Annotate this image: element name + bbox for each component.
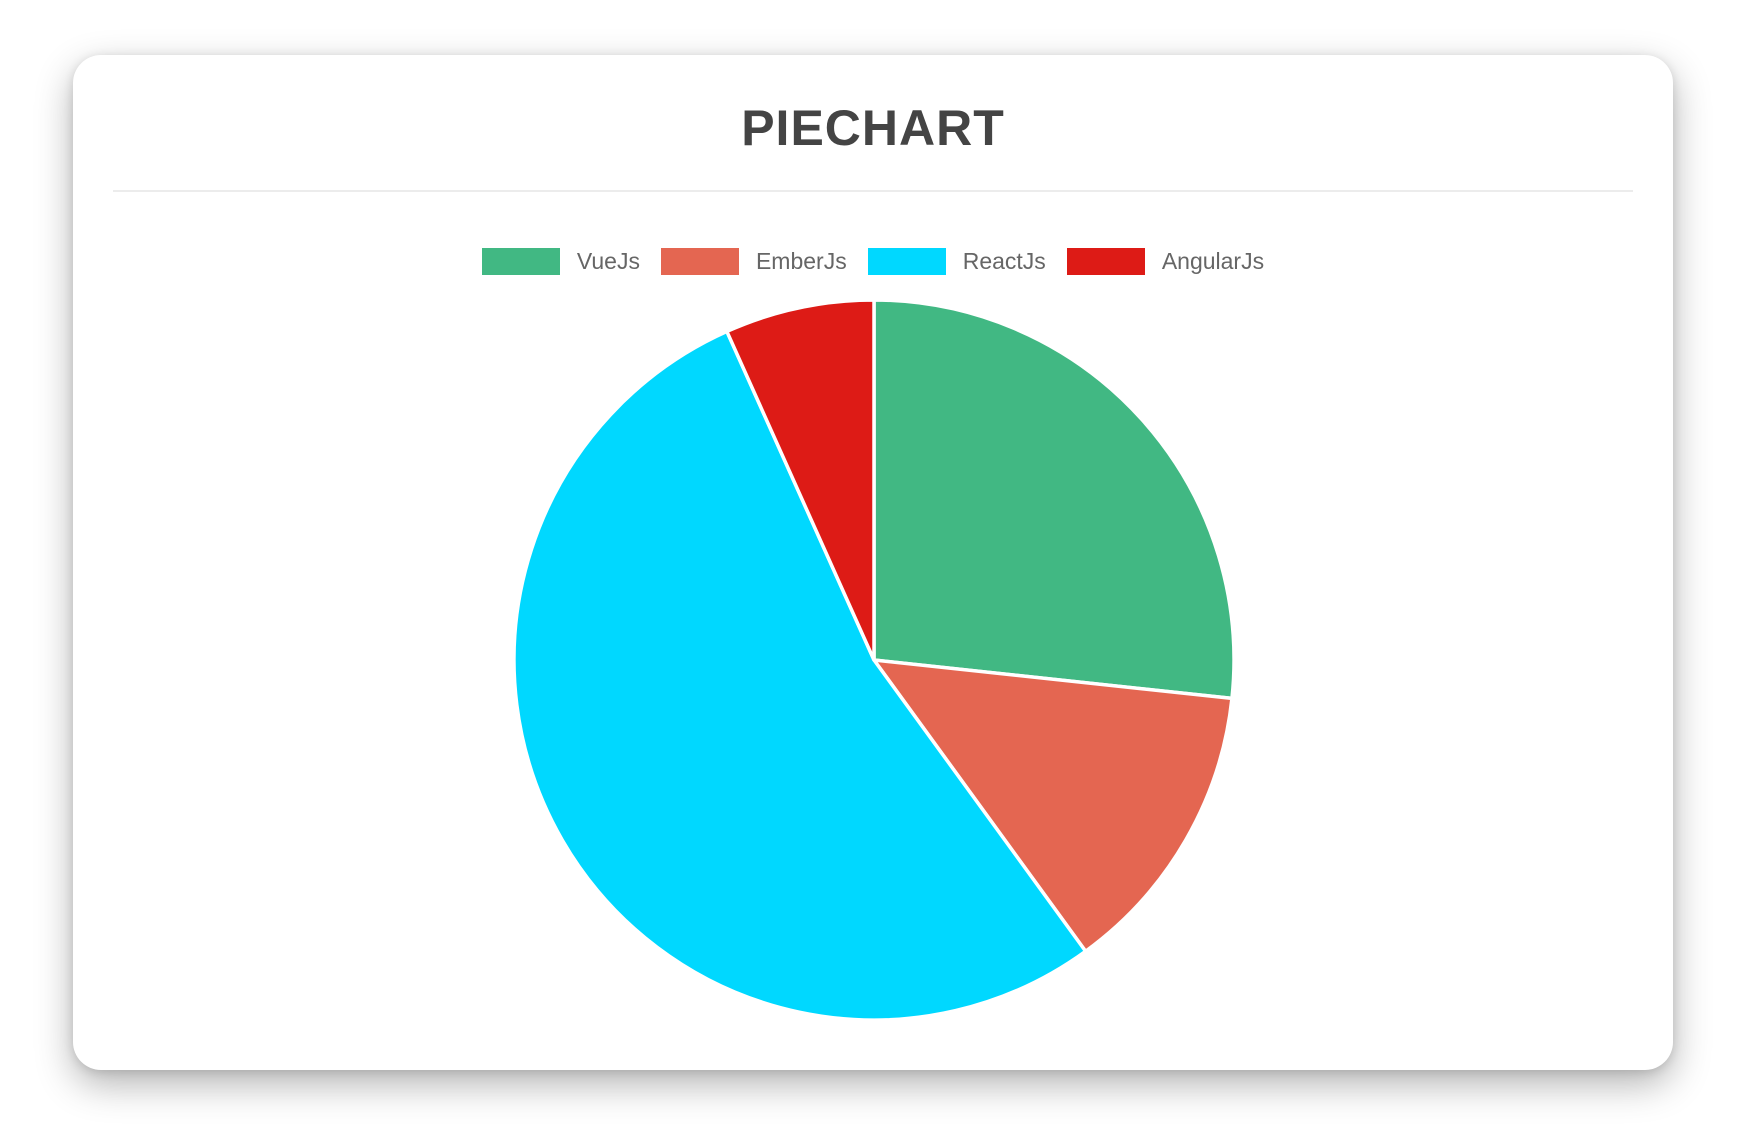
legend-label-vuejs: VueJs: [576, 248, 640, 274]
title-divider: [113, 190, 1633, 192]
legend-swatch-angularjs: [1066, 248, 1145, 275]
legend-swatch-vuejs: [481, 248, 560, 275]
legend-item-vuejs[interactable]: VueJs: [481, 248, 640, 275]
legend-label-emberjs: EmberJs: [755, 248, 847, 274]
pie-slice-angularjs[interactable]: [725, 298, 876, 662]
pie-slice-reactjs[interactable]: [512, 329, 1088, 1022]
legend-swatch-reactjs: [867, 248, 946, 275]
chart-card: PIECHART VueJs EmberJs ReactJs AngularJs: [73, 55, 1673, 1070]
pie-slice-emberjs[interactable]: [872, 658, 1234, 953]
legend: VueJs EmberJs ReactJs AngularJs: [73, 248, 1673, 275]
legend-label-angularjs: AngularJs: [1161, 248, 1265, 274]
legend-item-reactjs[interactable]: ReactJs: [867, 248, 1046, 275]
legend-label-reactjs: ReactJs: [962, 248, 1046, 274]
legend-swatch-emberjs: [660, 248, 739, 275]
legend-item-emberjs[interactable]: EmberJs: [660, 248, 847, 275]
pie-chart: [512, 298, 1236, 1022]
legend-item-angularjs[interactable]: AngularJs: [1066, 248, 1265, 275]
chart-title: PIECHART: [741, 100, 1005, 156]
pie-slice-vuejs[interactable]: [872, 298, 1236, 701]
pie-chart-area: [504, 290, 1244, 1030]
